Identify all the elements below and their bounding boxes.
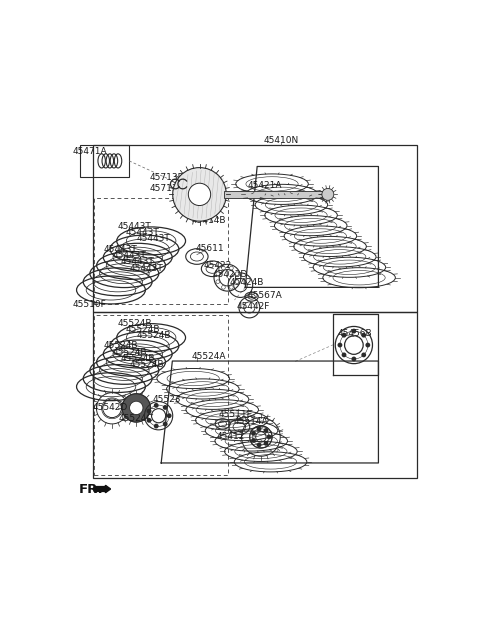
Text: 45524B: 45524B (136, 331, 171, 340)
Bar (93, 311, 417, 478)
Circle shape (322, 188, 334, 200)
Text: 45471A: 45471A (72, 147, 107, 156)
Circle shape (264, 428, 268, 433)
Text: 45524B: 45524B (112, 348, 146, 357)
Circle shape (130, 401, 143, 414)
Text: 45422: 45422 (203, 261, 231, 270)
Text: 45443T: 45443T (136, 234, 170, 243)
Circle shape (122, 394, 150, 422)
Circle shape (229, 266, 233, 270)
Circle shape (351, 328, 356, 333)
Circle shape (163, 405, 168, 410)
Text: 45421A: 45421A (248, 181, 282, 190)
Text: 45713E: 45713E (149, 173, 183, 182)
Text: 45424B: 45424B (229, 278, 264, 286)
Text: 45523: 45523 (152, 395, 181, 404)
Circle shape (361, 333, 366, 338)
Text: 45524B: 45524B (120, 354, 155, 363)
Text: 45443T: 45443T (125, 228, 159, 237)
Text: 45412: 45412 (217, 433, 245, 441)
Text: 45542D: 45542D (93, 403, 128, 412)
Circle shape (216, 272, 220, 276)
Circle shape (235, 272, 239, 276)
Text: 45524C: 45524C (119, 414, 154, 423)
Circle shape (154, 424, 158, 428)
Circle shape (216, 280, 220, 284)
Text: 45443T: 45443T (112, 251, 146, 260)
Circle shape (337, 343, 342, 347)
Text: 45713E: 45713E (149, 184, 183, 193)
Circle shape (167, 413, 172, 418)
Text: 45442F: 45442F (237, 302, 270, 311)
Text: 45423D: 45423D (213, 270, 248, 279)
Circle shape (146, 409, 152, 413)
Text: 45524A: 45524A (192, 352, 227, 360)
Text: 45443T: 45443T (130, 264, 164, 273)
Text: 45414B: 45414B (192, 216, 227, 225)
Bar (80, 145, 129, 177)
Text: 45456B: 45456B (337, 329, 372, 338)
Circle shape (222, 286, 225, 289)
Circle shape (342, 352, 347, 357)
Text: 45524B: 45524B (125, 325, 159, 334)
Circle shape (361, 352, 366, 357)
Circle shape (251, 431, 256, 436)
Text: 45410N: 45410N (264, 136, 299, 145)
Circle shape (173, 168, 226, 221)
Circle shape (365, 343, 370, 347)
Circle shape (154, 403, 158, 408)
Circle shape (229, 286, 233, 289)
Text: 45510F: 45510F (72, 300, 106, 308)
Circle shape (235, 280, 239, 284)
Circle shape (342, 333, 347, 338)
Text: 45524B: 45524B (118, 319, 152, 328)
Bar (93, 145, 417, 311)
Circle shape (163, 421, 168, 426)
Circle shape (257, 443, 262, 447)
Circle shape (251, 438, 256, 443)
Text: 45511E: 45511E (218, 410, 252, 419)
Circle shape (222, 266, 225, 270)
Text: 45514A: 45514A (234, 417, 268, 426)
Circle shape (257, 426, 262, 431)
Circle shape (188, 183, 211, 205)
Text: 45524B: 45524B (130, 360, 165, 369)
Text: 45443T: 45443T (120, 257, 155, 266)
Text: 45567A: 45567A (248, 291, 283, 300)
Circle shape (146, 418, 152, 423)
Bar (94, 315, 228, 475)
Bar (224, 191, 328, 198)
Text: 45524B: 45524B (104, 341, 138, 350)
Text: 45611: 45611 (196, 244, 225, 253)
Circle shape (267, 435, 272, 440)
Text: 45443T: 45443T (118, 222, 151, 230)
Text: 45443T: 45443T (104, 244, 138, 254)
Text: FR.: FR. (79, 482, 103, 495)
Circle shape (351, 357, 356, 361)
Circle shape (264, 441, 268, 446)
Bar (94, 198, 228, 304)
FancyArrow shape (94, 485, 110, 493)
